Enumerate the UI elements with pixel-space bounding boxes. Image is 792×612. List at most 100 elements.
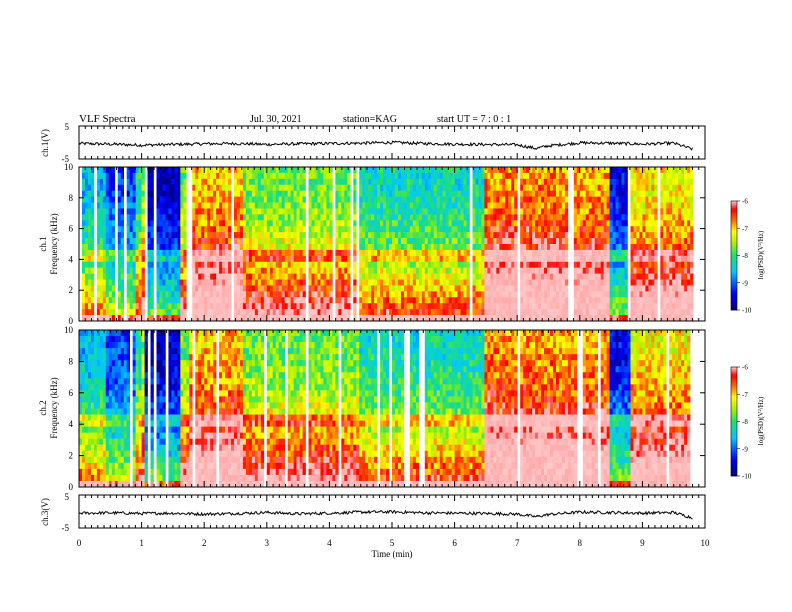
ch1-spectrogram-cell bbox=[341, 238, 345, 245]
ch1-spectrogram-cell bbox=[290, 196, 294, 203]
ch1-spectrogram-cell bbox=[96, 244, 101, 251]
ch1-spectrogram-cell bbox=[490, 249, 494, 257]
ch1-spectrogram-cell bbox=[630, 261, 634, 268]
ch1-spectrogram-cell bbox=[174, 291, 178, 298]
ch1-spectrogram-cell bbox=[275, 184, 280, 191]
ch1-spectrogram-cell bbox=[409, 184, 414, 191]
ch1-spectrogram-cell bbox=[150, 190, 154, 197]
ch1-spectrogram-cell bbox=[383, 309, 387, 316]
ch1-spectrogram-cell bbox=[484, 267, 488, 274]
ch1-spectrogram-cell bbox=[496, 184, 500, 191]
ch1-spectrogram-cell bbox=[681, 226, 685, 233]
ch1-spectrogram-cell bbox=[317, 273, 321, 280]
ch1-spectrogram-cell bbox=[478, 273, 482, 280]
ch1-spectrogram-cell bbox=[81, 261, 86, 268]
ch1-spectrogram-cell bbox=[496, 238, 500, 245]
ch1-spectrogram-cell bbox=[353, 273, 357, 280]
ch1-spectrogram-cell bbox=[484, 172, 488, 180]
ch1-spectrogram-cell bbox=[347, 267, 351, 274]
ch1-spectrogram-cell bbox=[344, 220, 348, 227]
ch1-spectrogram-cell bbox=[371, 208, 375, 215]
ch1-spectrogram-cell bbox=[245, 285, 250, 292]
ch1-spectrogram-cell bbox=[174, 244, 178, 251]
ch1-spectrogram-cell bbox=[359, 285, 363, 292]
ch1-spectrogram-cell bbox=[585, 261, 590, 268]
ch1-spectrogram-cell bbox=[585, 172, 590, 180]
ch1-spectrogram-cell bbox=[260, 190, 265, 197]
ch1-spectrogram-cell bbox=[278, 172, 282, 180]
ch1-spectrogram-cell bbox=[424, 255, 429, 263]
ch1-spectrogram-cell bbox=[648, 208, 652, 215]
ch1-spectrogram-cell bbox=[225, 208, 229, 215]
ch1-spectrogram-cell bbox=[389, 279, 393, 286]
ch1-spectrogram-cell bbox=[263, 309, 268, 316]
ch1-spectrogram-cell bbox=[523, 190, 527, 197]
ch1-spectrogram-cell bbox=[499, 202, 503, 209]
ch1-spectrogram-cell bbox=[514, 220, 518, 227]
ch1-spectrogram-cell bbox=[251, 214, 256, 221]
ch1-spectrogram-cell bbox=[129, 303, 133, 310]
ch1-spectrogram-cell bbox=[582, 291, 587, 298]
ch1-spectrogram-cell bbox=[213, 291, 217, 298]
ch1-spectrogram-cell bbox=[448, 202, 452, 209]
ch1-spectrogram-cell bbox=[400, 214, 405, 221]
ch1-spectrogram-cell bbox=[335, 315, 339, 322]
ch1-spectrogram-cell bbox=[418, 208, 423, 215]
ch1-spectrogram-cell bbox=[225, 226, 229, 233]
ch1-spectrogram-cell bbox=[463, 226, 467, 233]
ch1-spectrogram-cell bbox=[156, 178, 160, 186]
ch1-spectrogram-cell bbox=[266, 167, 271, 174]
ch1-spectrogram-cell bbox=[520, 178, 524, 186]
ch1-spectrogram-cell bbox=[552, 178, 557, 186]
ch1-spectrogram-cell bbox=[597, 190, 601, 197]
ch1-spectrogram-cell bbox=[615, 184, 619, 191]
ch1-spectrogram-cell bbox=[359, 220, 363, 227]
ch1-spectrogram-cell bbox=[314, 196, 318, 203]
ch1-spectrogram-cell bbox=[138, 232, 142, 239]
ch1-spectrogram-cell bbox=[472, 285, 476, 292]
ch1-spectrogram-cell bbox=[424, 190, 429, 197]
ch1-spectrogram-cell bbox=[609, 190, 613, 197]
ch1-spectrogram-cell bbox=[412, 267, 417, 274]
ch1-spectrogram-cell bbox=[102, 167, 107, 174]
ch1-spectrogram-cell bbox=[484, 184, 488, 191]
ch1-spectrogram-cell bbox=[639, 226, 643, 233]
ch1-spectrogram-cell bbox=[126, 244, 130, 251]
ch1-spectrogram-cell bbox=[236, 184, 241, 191]
ch1-spectrogram-cell bbox=[251, 249, 256, 257]
ch1-spectrogram-cell bbox=[228, 249, 232, 257]
ch1-spectrogram-cell bbox=[213, 297, 217, 304]
ch1-spectrogram-cell bbox=[317, 238, 321, 245]
ch1-spectrogram-cell bbox=[648, 167, 652, 174]
ch1-spectrogram-cell bbox=[365, 279, 369, 286]
ch1-spectrogram-cell bbox=[639, 279, 643, 286]
ch1-spectrogram-cell bbox=[454, 273, 458, 280]
ch1-spectrogram-cell bbox=[383, 303, 387, 310]
ch1-spectrogram-cell bbox=[347, 202, 351, 209]
ch1-spectrogram-cell bbox=[472, 273, 476, 280]
ch1-spectrogram-cell bbox=[183, 220, 187, 227]
ch1-spectrogram-cell bbox=[108, 279, 113, 286]
ch1-spectrogram-cell bbox=[269, 249, 274, 257]
ch1-spectrogram-cell bbox=[326, 297, 330, 304]
ch1-spectrogram-cell bbox=[505, 244, 509, 251]
ch1-spectrogram-cell bbox=[260, 315, 265, 322]
ch1-spectrogram-cell bbox=[254, 285, 259, 292]
ch1-spectrogram-cell bbox=[234, 291, 238, 298]
ch1-spectrogram-cell bbox=[207, 273, 211, 280]
ch1-spectrogram-cell bbox=[302, 249, 306, 257]
ch1-spectrogram-cell bbox=[371, 309, 375, 316]
ch1-spectrogram-cell bbox=[311, 279, 315, 286]
ch1-spectrogram-cell bbox=[156, 244, 160, 251]
ch1-spectrogram-cell bbox=[135, 303, 139, 310]
ch1-spectrogram-cell bbox=[147, 273, 151, 280]
ch1-spectrogram-cell bbox=[159, 261, 163, 268]
ch1-spectrogram-cell bbox=[204, 178, 208, 186]
ch1-spectrogram-cell bbox=[394, 267, 399, 274]
ch1-spectrogram-cell bbox=[287, 238, 291, 245]
ch1-spectrogram-cell bbox=[278, 267, 282, 274]
ch1-spectrogram-cell bbox=[642, 190, 646, 197]
ch1-spectrogram-cell bbox=[529, 249, 533, 257]
ch1-spectrogram-cell bbox=[645, 232, 649, 239]
ch1-spectrogram-cell bbox=[389, 232, 393, 239]
